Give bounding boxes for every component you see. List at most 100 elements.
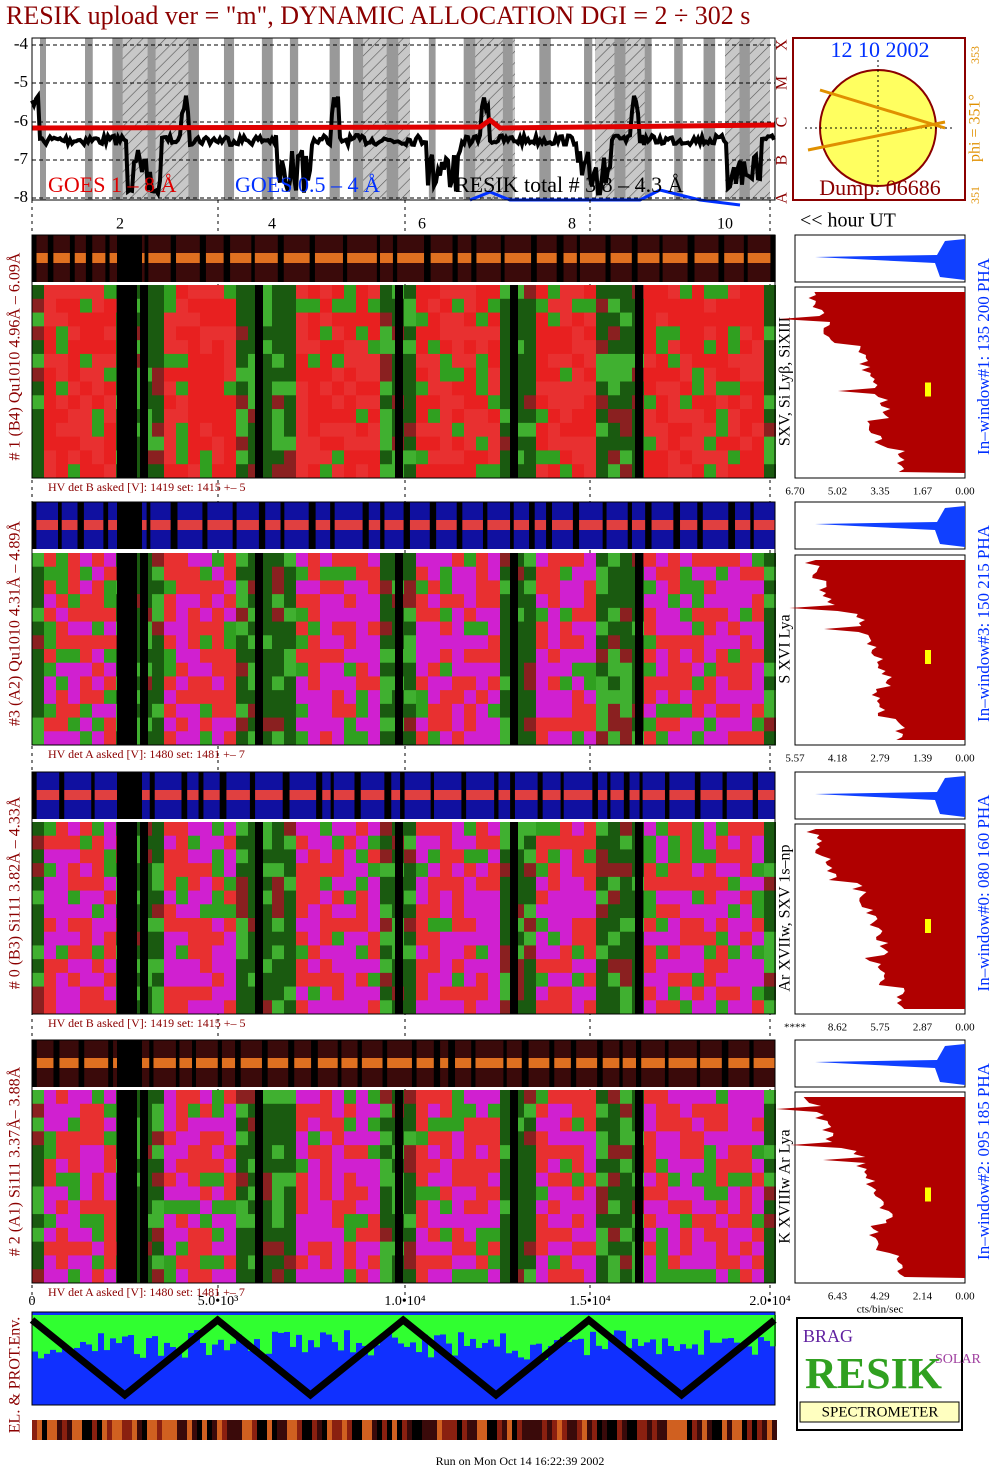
- spec-cell: [596, 450, 608, 465]
- spec-cell: [440, 436, 452, 451]
- spec-cell: [680, 298, 692, 314]
- spec-cell: [284, 1200, 296, 1215]
- spec-cell: [536, 904, 548, 919]
- spec-cell: [524, 450, 536, 465]
- env-green: [380, 1315, 386, 1336]
- spec-cell: [224, 945, 236, 960]
- spec-cell: [692, 353, 704, 369]
- spec-cell: [92, 717, 104, 732]
- spec-cell: [200, 621, 212, 636]
- gray-band: [428, 38, 436, 200]
- spec-cell: [320, 690, 332, 705]
- spec-cell: [344, 312, 356, 327]
- spec-cell: [644, 1117, 656, 1132]
- spec-cell: [596, 312, 608, 327]
- spec-cell: [164, 918, 176, 933]
- spec-cell: [308, 594, 320, 609]
- spec-cell: [308, 703, 320, 719]
- spec-cell: [332, 890, 344, 905]
- strip-col: [53, 1040, 60, 1087]
- spec-cell: [224, 353, 236, 369]
- spec-cell: [440, 580, 452, 595]
- spec-cell: [596, 1103, 608, 1119]
- spec-cell: [680, 822, 692, 837]
- spec-cell: [584, 1117, 596, 1132]
- time-tick: 2.0•10⁴: [749, 1294, 790, 1309]
- spec-cell: [548, 731, 560, 746]
- spec-cell: [656, 662, 668, 677]
- spec-cell: [416, 635, 428, 650]
- spec-cell: [320, 1227, 332, 1243]
- spec-cell: [188, 326, 200, 341]
- spec-cell: [32, 1269, 44, 1284]
- spec-cell: [56, 594, 68, 609]
- spec-gap: [395, 553, 403, 745]
- spec-cell: [536, 285, 548, 300]
- spec-cell: [344, 1090, 356, 1105]
- spec-cell: [680, 931, 692, 946]
- spec-cell: [416, 986, 428, 1001]
- spec-cell: [56, 635, 68, 650]
- spec-cell: [404, 986, 416, 1001]
- env-green: [662, 1315, 668, 1339]
- spec-cell: [572, 436, 584, 451]
- spec-cell: [380, 621, 392, 636]
- spec-cell: [608, 945, 620, 960]
- spec-cell: [608, 298, 620, 314]
- spec-cell: [368, 464, 380, 479]
- spec-cell: [488, 918, 500, 933]
- spec-cell: [596, 340, 608, 355]
- spec-cell: [500, 298, 512, 314]
- spec-cell: [92, 649, 104, 664]
- spec-cell: [56, 395, 68, 410]
- spec-cell: [92, 1200, 104, 1215]
- spec-cell: [44, 436, 56, 451]
- env-strip: [562, 1420, 567, 1440]
- spec-cell: [692, 972, 704, 988]
- env-green: [80, 1315, 86, 1342]
- spec-cell: [44, 1255, 56, 1270]
- spec-cell: [188, 1255, 200, 1270]
- spec-cell: [740, 367, 752, 382]
- spec-cell: [68, 1117, 80, 1132]
- spec-cell: [164, 436, 176, 451]
- spec-cell: [332, 340, 344, 355]
- spec-cell: [152, 1269, 164, 1284]
- spec-cell: [44, 409, 56, 424]
- spec-cell: [320, 381, 332, 396]
- env-strip: [142, 1420, 147, 1440]
- spec-cell: [584, 1172, 596, 1187]
- spec-cell: [524, 566, 536, 581]
- spec-cell: [344, 409, 356, 424]
- spec-cell: [536, 594, 548, 609]
- strip-col: [384, 772, 392, 819]
- strip-col: [556, 235, 564, 282]
- spec-cell: [104, 409, 116, 424]
- spec-cell: [608, 972, 620, 988]
- spec-cell: [560, 717, 572, 732]
- spec-cell: [596, 1186, 608, 1201]
- spec-cell: [452, 662, 464, 677]
- spec-cell: [728, 436, 740, 451]
- spec-cell: [404, 285, 416, 300]
- spec-cell: [644, 835, 656, 850]
- spec-cell: [104, 835, 116, 850]
- spec-cell: [620, 1200, 632, 1215]
- spec-cell: [584, 1131, 596, 1146]
- spec-cell: [740, 326, 752, 341]
- spec-cell: [704, 298, 716, 314]
- spec-cell: [380, 835, 392, 850]
- spec-cell: [104, 972, 116, 988]
- spec-cell: [332, 1158, 344, 1174]
- spec-cell: [188, 717, 200, 732]
- spec-cell: [536, 649, 548, 664]
- spec-cell: [692, 340, 704, 355]
- logo-bottom: SPECTROMETER: [822, 1404, 939, 1420]
- spec-cell: [752, 409, 764, 424]
- spec-cell: [596, 662, 608, 677]
- spec-cell: [380, 1269, 392, 1284]
- spec-cell: [212, 340, 224, 355]
- spec-cell: [572, 1227, 584, 1243]
- spec-cell: [524, 959, 536, 974]
- spec-cell: [728, 298, 740, 314]
